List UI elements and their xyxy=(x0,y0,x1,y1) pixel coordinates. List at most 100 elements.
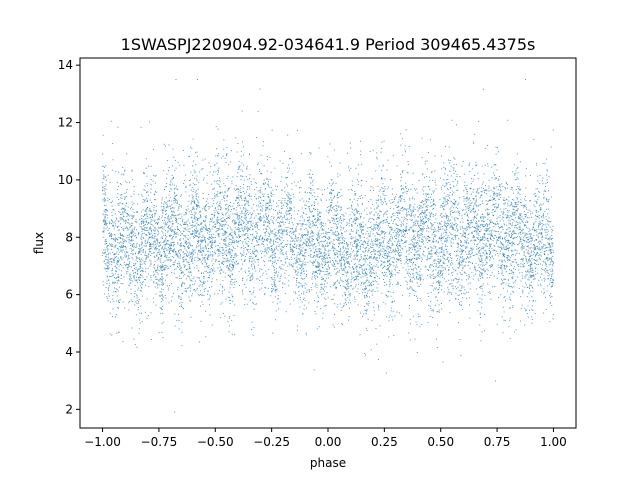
data-point xyxy=(552,129,554,131)
data-point xyxy=(267,238,269,240)
data-point xyxy=(249,279,251,281)
data-point xyxy=(397,283,399,285)
data-point xyxy=(319,268,321,270)
data-point xyxy=(314,224,316,226)
data-point xyxy=(287,265,289,267)
data-point xyxy=(110,248,112,250)
data-point xyxy=(433,245,435,247)
data-point xyxy=(467,214,468,216)
data-point xyxy=(474,269,476,271)
data-point xyxy=(221,247,223,249)
data-point xyxy=(332,197,334,199)
data-point xyxy=(115,288,117,290)
data-point xyxy=(395,283,397,285)
data-point xyxy=(183,183,185,185)
data-point xyxy=(393,251,395,253)
data-point xyxy=(531,322,533,324)
data-point xyxy=(317,248,319,250)
data-point xyxy=(251,234,253,236)
data-point xyxy=(320,284,322,286)
data-point xyxy=(443,253,445,255)
data-point xyxy=(115,257,117,259)
data-point xyxy=(428,269,430,271)
data-point xyxy=(115,278,117,280)
data-point xyxy=(240,213,242,215)
data-point xyxy=(296,281,298,283)
data-point xyxy=(521,304,523,306)
data-point xyxy=(457,182,459,184)
data-point xyxy=(208,193,210,195)
data-point xyxy=(216,250,218,252)
data-point xyxy=(240,150,242,152)
data-point xyxy=(154,241,156,243)
data-point xyxy=(377,358,379,360)
data-point xyxy=(426,199,428,201)
data-point xyxy=(176,263,178,265)
data-point xyxy=(347,283,349,285)
data-point xyxy=(269,200,271,202)
data-point xyxy=(283,247,285,249)
data-point xyxy=(123,208,125,210)
data-point xyxy=(366,247,368,249)
data-point xyxy=(540,263,541,265)
data-point xyxy=(486,190,488,192)
data-point xyxy=(190,225,192,227)
data-point xyxy=(457,267,459,269)
data-point xyxy=(203,247,205,249)
data-point xyxy=(251,261,253,263)
data-point xyxy=(390,240,392,242)
data-point xyxy=(332,218,334,220)
data-point xyxy=(493,245,495,247)
data-point xyxy=(397,214,399,216)
data-point xyxy=(108,227,110,229)
data-point xyxy=(456,174,458,176)
data-point xyxy=(383,213,385,215)
data-point xyxy=(453,185,455,187)
data-point xyxy=(406,250,408,252)
data-point xyxy=(115,223,117,225)
data-point xyxy=(534,192,536,194)
data-point xyxy=(548,243,550,245)
data-point xyxy=(434,252,436,254)
data-point xyxy=(300,277,302,279)
data-point xyxy=(323,255,325,257)
data-point xyxy=(384,255,386,257)
data-point xyxy=(265,209,267,211)
data-point xyxy=(374,208,376,210)
data-point xyxy=(291,183,293,185)
data-point xyxy=(225,214,227,216)
data-point xyxy=(169,259,171,261)
data-point xyxy=(122,167,124,169)
data-point xyxy=(280,216,282,218)
data-point xyxy=(513,208,515,210)
data-point xyxy=(106,210,108,212)
data-point xyxy=(547,220,549,222)
data-point xyxy=(541,255,543,257)
data-point xyxy=(174,233,176,235)
data-point xyxy=(272,209,274,211)
data-point xyxy=(431,226,433,228)
data-point xyxy=(339,259,341,261)
data-point xyxy=(315,248,317,250)
data-point xyxy=(162,170,164,172)
data-point xyxy=(390,276,392,278)
data-point xyxy=(193,160,195,162)
data-point xyxy=(162,270,164,272)
data-point xyxy=(521,277,523,279)
data-point xyxy=(339,174,341,176)
data-point xyxy=(421,210,423,212)
data-point xyxy=(520,214,522,216)
data-point xyxy=(461,287,463,289)
data-point xyxy=(289,264,291,266)
data-point xyxy=(432,273,434,275)
data-point xyxy=(428,231,430,233)
data-point xyxy=(503,245,505,247)
data-point xyxy=(316,214,318,216)
data-point xyxy=(199,215,201,217)
data-point xyxy=(526,233,528,235)
data-point xyxy=(528,265,530,267)
data-point xyxy=(479,297,481,299)
data-point xyxy=(107,200,109,202)
data-point xyxy=(243,179,245,181)
data-point xyxy=(380,248,382,250)
